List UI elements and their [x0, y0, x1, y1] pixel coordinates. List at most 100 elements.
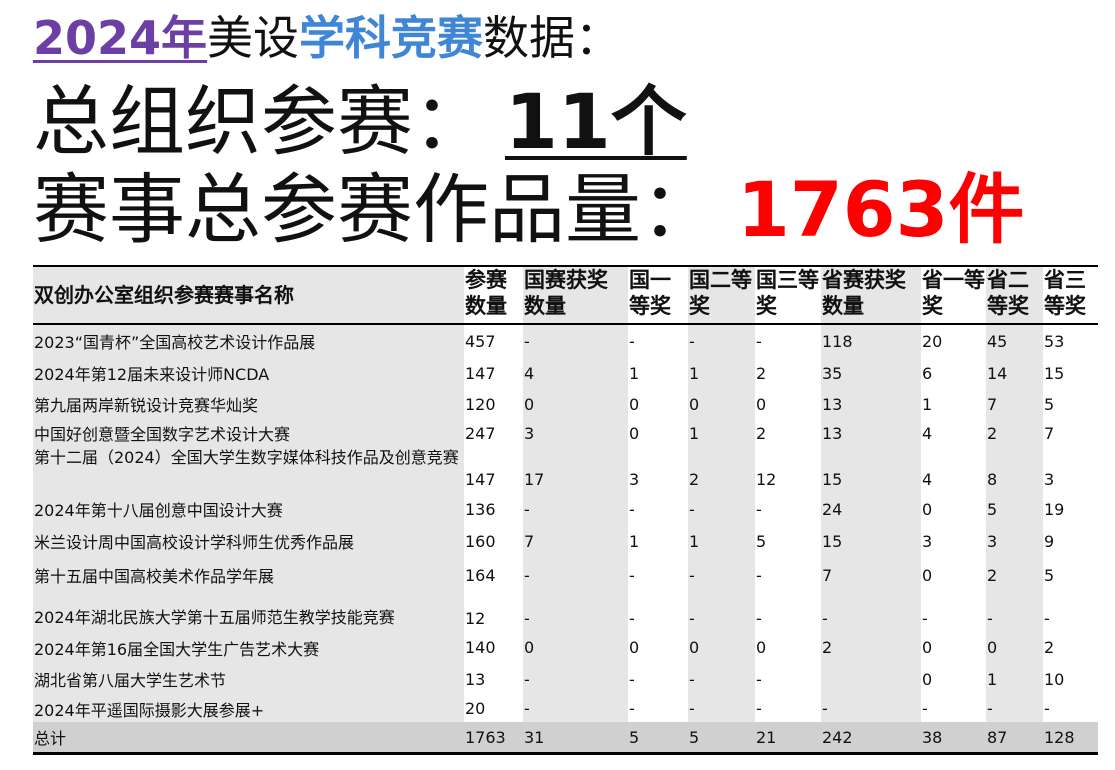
cell-value: - [922, 699, 928, 718]
table-row: 2024年平遥国际摄影大展参展+ 20- - - - - - - - [33, 695, 1098, 722]
year: 2024年 [33, 11, 208, 65]
cell-value: 参赛数量 [465, 268, 507, 318]
total-works-label: 赛事总参赛作品量： [33, 165, 717, 254]
cell-value: 3 [1044, 470, 1055, 489]
cell-value: 4 [523, 357, 628, 389]
cell-value: 2 [821, 632, 921, 663]
cell-value: 0 [922, 638, 933, 657]
cell-value: - [756, 669, 762, 689]
cell-value: 2 [756, 363, 767, 383]
competition-table: 双创办公室组织参赛赛事名称 参赛数量 国赛获奖数量 国一等奖 国二等奖 国三等奖 省赛获奖数… [33, 265, 1098, 755]
total-row: 总计 1763 31 5 5 21 242 38 87 128 [33, 722, 1098, 755]
table-row: 2024年第16届全国大学生广告艺术大赛 140 0 0 0 0 2 0 0 2 [33, 632, 1098, 663]
cell-value: 20 [922, 331, 943, 351]
cell-value: 1 [688, 419, 755, 447]
cell-value: 14 [986, 357, 1043, 389]
cell-value: 45 [986, 325, 1043, 357]
cell-value: 12 [756, 470, 777, 489]
cell-value: - [629, 669, 635, 689]
cell-value: 9 [1044, 531, 1055, 551]
cell-value: - [523, 493, 628, 525]
cell-value: 21 [756, 727, 777, 747]
cell-value: - [688, 325, 755, 357]
cell-value: 2 [756, 423, 767, 443]
cell-value: - [629, 609, 635, 628]
cell-value: 国二等奖 [688, 267, 755, 323]
title-line-3: 赛事总参赛作品量： 1763件 [33, 164, 1025, 256]
title-mid: 美设 [207, 11, 300, 65]
table-row: 第九届两岸新锐设计竞赛华灿奖 120 0 0 0 0 13 1 7 5 [33, 389, 1098, 419]
title-highlight: 学科竞赛 [299, 11, 484, 65]
cell-value: 118 [821, 325, 921, 357]
cell-value: 53 [1044, 331, 1065, 351]
cell-value: - [756, 499, 762, 519]
cell-value: 7 [1044, 423, 1055, 443]
total-competitions-label: 总组织参赛： [33, 77, 489, 166]
cell-value: 17 [523, 447, 628, 493]
cell-name: 总计 [33, 722, 464, 752]
title-tail: 数据： [483, 11, 622, 65]
cell-name: 2023“国青杯”全国高校艺术设计作品展 [33, 325, 464, 357]
cell-name: 第十二届（2024）全国大学生数字媒体科技作品及创意竞赛 [33, 447, 464, 493]
table-row: 2023“国青杯”全国高校艺术设计作品展 457- - - -118 20 45 53 [33, 325, 1098, 357]
cell-value: 8 [986, 447, 1043, 493]
cell-value: 6 [922, 363, 933, 383]
cell-value: 5 [688, 722, 755, 752]
cell-value: - [986, 593, 1043, 632]
cell-value: - [629, 699, 635, 718]
cell-value: - [688, 695, 755, 722]
cell-value: 13 [465, 669, 486, 689]
cell-value [821, 663, 921, 695]
cell-value: 12 [465, 609, 486, 628]
cell-value: 7 [821, 557, 921, 593]
cell-value: 0 [629, 423, 640, 443]
cell-value: - [986, 695, 1043, 722]
cell-value: - [523, 663, 628, 695]
cell-value: 1 [922, 394, 933, 414]
cell-value: - [523, 557, 628, 593]
cell-value: 31 [523, 722, 628, 752]
cell-value: 160 [465, 531, 496, 551]
cell-name: 第十五届中国高校美术作品学年展 [33, 557, 464, 593]
cell-name: 2024年湖北民族大学第十五届师范生教学技能竞赛 [33, 593, 464, 632]
cell-value: - [629, 331, 635, 351]
cell-value: 2 [986, 419, 1043, 447]
cell-value: 0 [922, 669, 933, 689]
cell-value: 20 [465, 699, 486, 718]
cell-value: - [688, 493, 755, 525]
cell-value: 3 [523, 419, 628, 447]
cell-value: 35 [821, 357, 921, 389]
total-works-value: 1763件 [737, 165, 1025, 254]
cell-name: 2024年第12届未来设计师NCDA [33, 357, 464, 389]
table-row: 米兰设计周中国高校设计学科师生优秀作品展 160 7 1 1 5 15 3 3 9 [33, 525, 1098, 557]
cell-value: 0 [688, 632, 755, 663]
cell-name: 湖北省第八届大学生艺术节 [33, 663, 464, 695]
cell-value: 省赛获奖数量 [821, 267, 921, 323]
cell-value: 国三等奖 [756, 268, 819, 318]
cell-value: - [821, 695, 921, 722]
cell-value: - [1044, 699, 1050, 718]
cell-value: 13 [821, 419, 921, 447]
cell-value: 87 [986, 722, 1043, 752]
cell-value: 120 [465, 394, 496, 414]
cell-name: 第九届两岸新锐设计竞赛华灿奖 [33, 389, 464, 419]
cell-value: 0 [629, 394, 640, 414]
table-row: 第十五届中国高校美术作品学年展 164- - - -7 0 2 5 [33, 557, 1098, 593]
cell-value: 0 [922, 565, 933, 585]
cell-value: 19 [1044, 499, 1065, 519]
table-row: 第十二届（2024）全国大学生数字媒体科技作品及创意竞赛 147 17 3 2 12 15 4… [33, 447, 1098, 493]
total-competitions-value: 11个 [505, 77, 687, 166]
cell-value: - [523, 695, 628, 722]
cell-value: 147 [465, 470, 496, 489]
cell-value: - [523, 325, 628, 357]
cell-value: 10 [1044, 669, 1065, 689]
cell-value: 147 [465, 363, 496, 383]
cell-value: 136 [465, 499, 496, 519]
cell-value: 0 [523, 389, 628, 419]
cell-value: 7 [986, 389, 1043, 419]
cell-value: 0 [523, 632, 628, 663]
cell-value: - [756, 565, 762, 585]
title-line-2: 总组织参赛： 11个 [33, 76, 687, 168]
cell-value: 247 [465, 423, 496, 443]
cell-value: 5 [1044, 394, 1055, 414]
